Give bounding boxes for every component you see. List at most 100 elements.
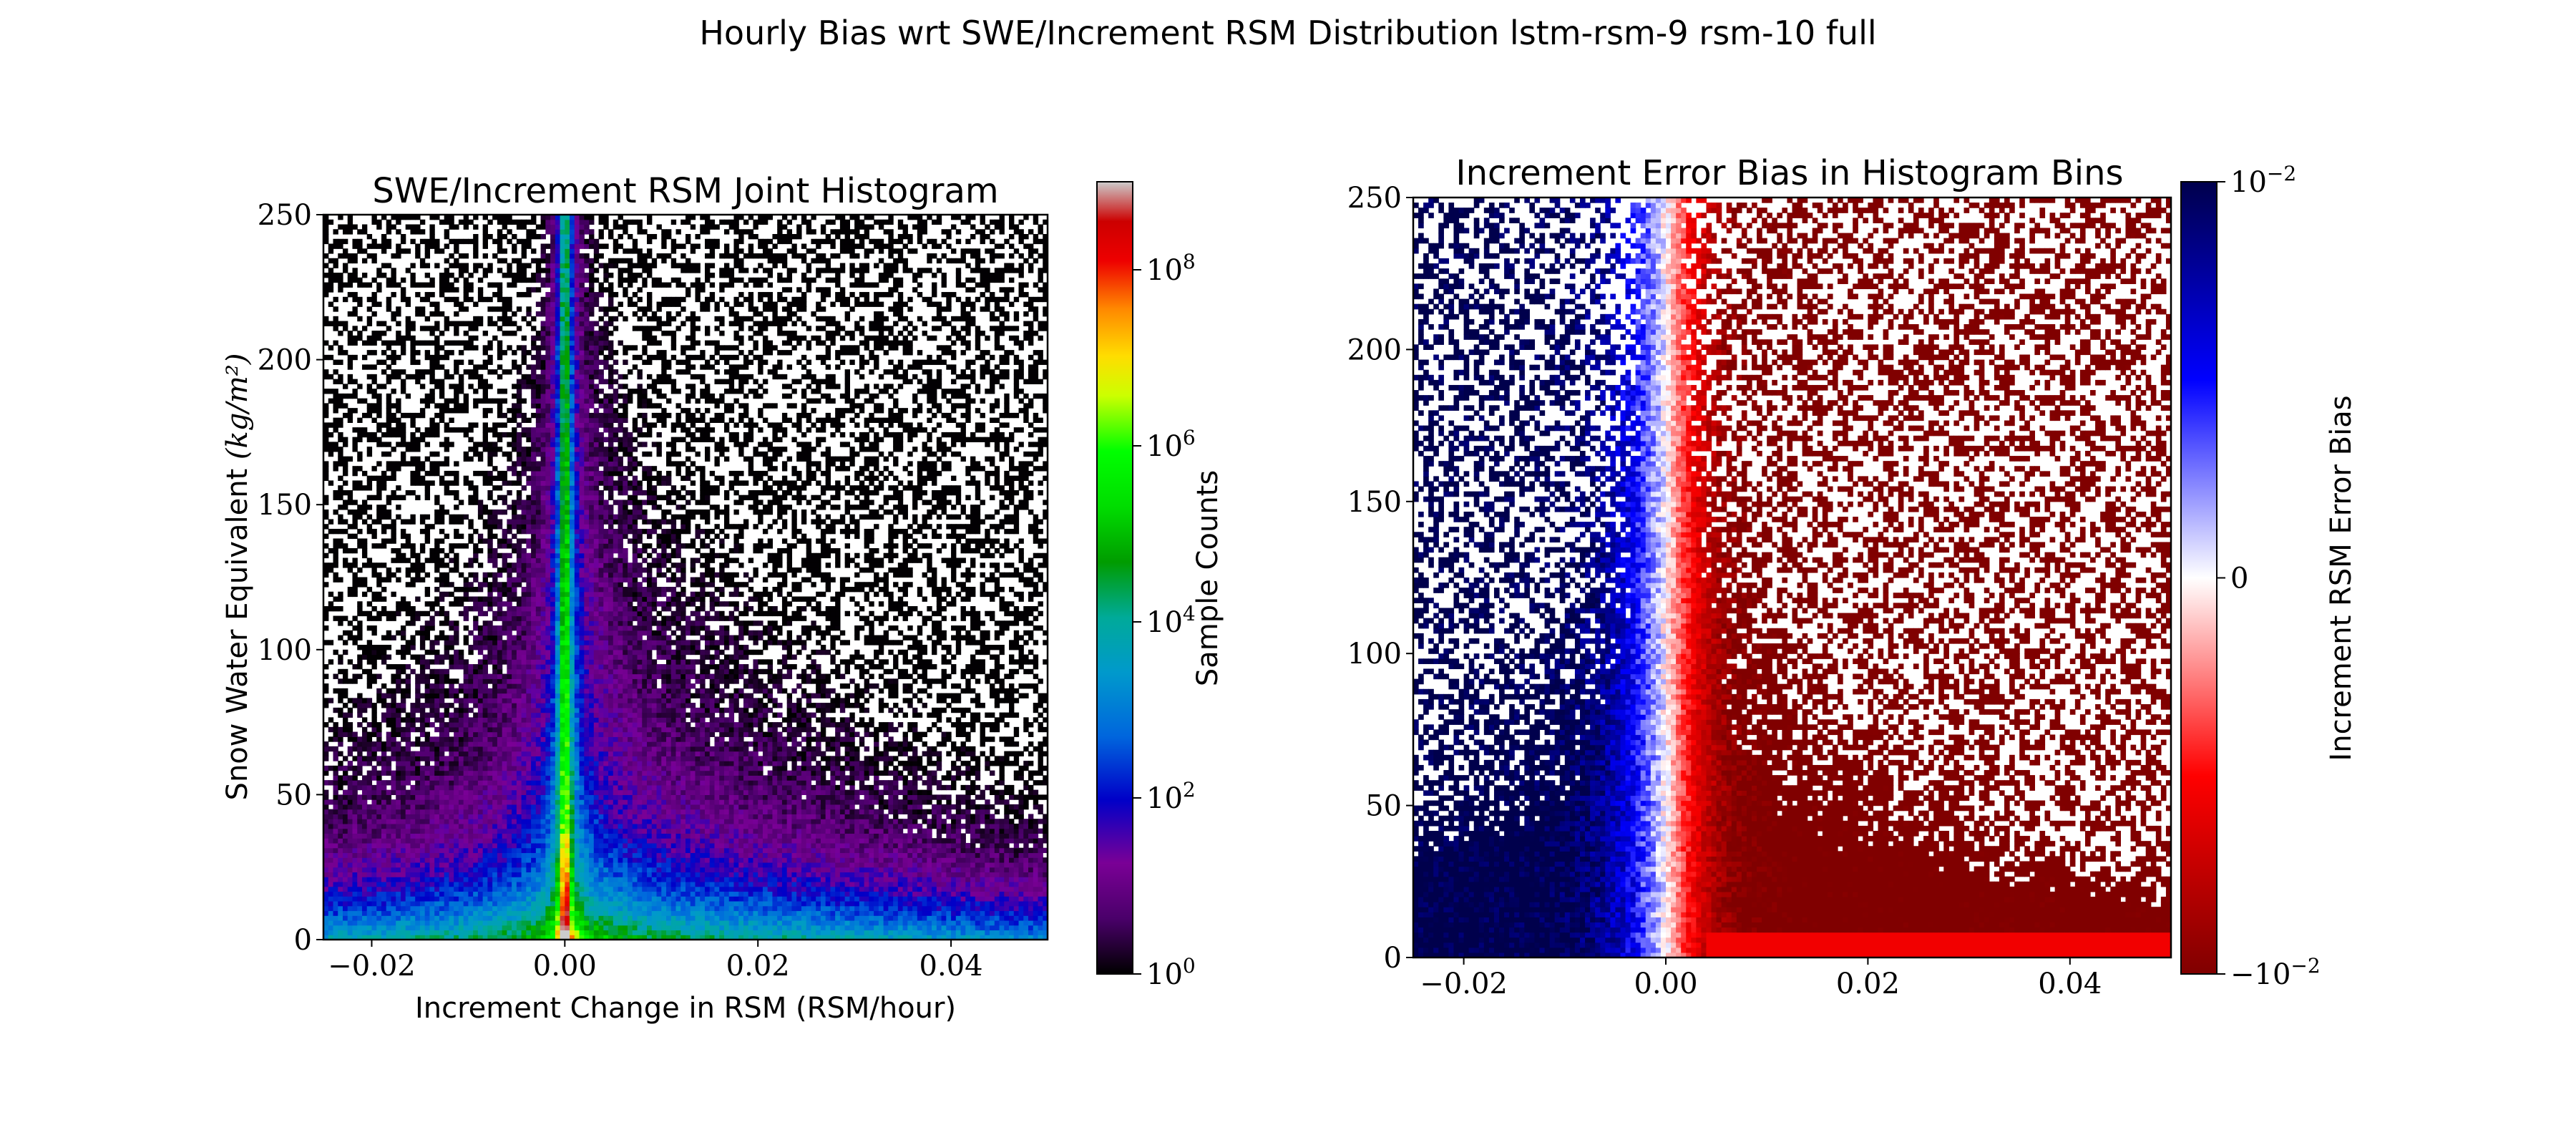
histogram-cell (540, 712, 546, 718)
histogram-cell (521, 509, 527, 515)
histogram-cell (473, 823, 479, 829)
histogram-cell (352, 533, 358, 540)
histogram-cell (545, 799, 551, 805)
histogram-cell (507, 688, 512, 694)
histogram-cell (338, 784, 343, 791)
histogram-cell (396, 403, 401, 409)
histogram-cell (487, 606, 493, 612)
histogram-cell (540, 224, 546, 230)
histogram-cell (555, 804, 561, 810)
histogram-cell (347, 587, 353, 593)
histogram-cell (405, 780, 411, 786)
histogram-cell (502, 930, 507, 935)
histogram-cell (550, 287, 556, 293)
histogram-cell (512, 654, 517, 660)
histogram-cell (463, 833, 469, 839)
histogram-cell (512, 311, 517, 317)
histogram-cell (415, 847, 421, 854)
histogram-cell (323, 412, 329, 419)
histogram-cell (521, 505, 527, 510)
histogram-cell (419, 693, 426, 698)
histogram-cell (458, 761, 464, 766)
histogram-cell (386, 654, 392, 660)
histogram-cell (516, 224, 522, 230)
histogram-cell (540, 524, 546, 530)
histogram-cell (371, 543, 377, 549)
histogram-cell (516, 819, 522, 824)
histogram-cell (338, 461, 343, 467)
histogram-cell (371, 417, 377, 423)
histogram-cell (526, 528, 532, 535)
histogram-cell (323, 905, 329, 912)
histogram-cell (323, 369, 329, 375)
histogram-cell (424, 432, 431, 438)
histogram-cell (405, 620, 411, 626)
histogram-cell (424, 316, 431, 322)
histogram-cell (531, 340, 537, 346)
histogram-cell (540, 567, 546, 573)
histogram-cell (328, 847, 334, 854)
histogram-cell (550, 615, 556, 621)
histogram-cell (410, 852, 416, 858)
histogram-cell (338, 277, 343, 283)
histogram-cell (507, 543, 512, 549)
histogram-cell (468, 799, 474, 805)
histogram-cell (323, 823, 329, 829)
histogram-cell (545, 528, 551, 535)
histogram-cell (338, 475, 343, 482)
histogram-cell (439, 331, 445, 336)
histogram-cell (458, 408, 464, 414)
histogram-cell (400, 828, 406, 834)
histogram-cell (419, 930, 426, 935)
histogram-cell (429, 649, 435, 656)
histogram-cell (419, 635, 426, 640)
histogram-cell (415, 915, 421, 921)
histogram-cell (526, 552, 532, 559)
histogram-cell (463, 321, 469, 326)
histogram-cell (540, 509, 546, 515)
histogram-cell (361, 775, 368, 781)
histogram-cell (550, 494, 556, 501)
histogram-cell (366, 828, 373, 834)
histogram-cell (531, 775, 537, 781)
histogram-cell (492, 238, 498, 245)
histogram-cell (492, 891, 498, 897)
histogram-cell (366, 881, 373, 887)
histogram-cell (419, 915, 426, 921)
histogram-cell (386, 379, 392, 384)
histogram-cell (357, 509, 363, 515)
histogram-cell (410, 456, 416, 462)
histogram-cell (328, 287, 334, 293)
histogram-cell (521, 731, 527, 737)
histogram-cell (338, 935, 343, 940)
histogram-cell (463, 823, 469, 829)
histogram-cell (444, 726, 450, 733)
histogram-cell (521, 552, 527, 559)
histogram-cell (540, 543, 546, 549)
histogram-cell (323, 683, 329, 689)
histogram-cell (361, 354, 368, 361)
histogram-cell (333, 930, 338, 935)
histogram-cell (357, 886, 363, 892)
histogram-cell (444, 442, 450, 447)
histogram-cell (535, 877, 542, 882)
histogram-cell (454, 640, 459, 645)
histogram-cell (381, 784, 387, 791)
histogram-cell (502, 234, 507, 240)
histogram-cell (429, 703, 435, 708)
histogram-cell (531, 756, 537, 761)
histogram-cell (473, 877, 479, 882)
histogram-cell (391, 350, 396, 356)
histogram-cell (454, 698, 459, 703)
histogram-cell (415, 224, 421, 230)
histogram-cell (497, 804, 503, 810)
histogram-cell (545, 828, 551, 834)
histogram-cell (439, 461, 445, 467)
histogram-cell (458, 533, 464, 540)
histogram-cell (333, 881, 338, 887)
histogram-cell (507, 698, 512, 703)
histogram-cell (357, 543, 363, 549)
histogram-cell (535, 475, 542, 482)
histogram-cell (487, 442, 493, 447)
histogram-cell (550, 238, 556, 245)
